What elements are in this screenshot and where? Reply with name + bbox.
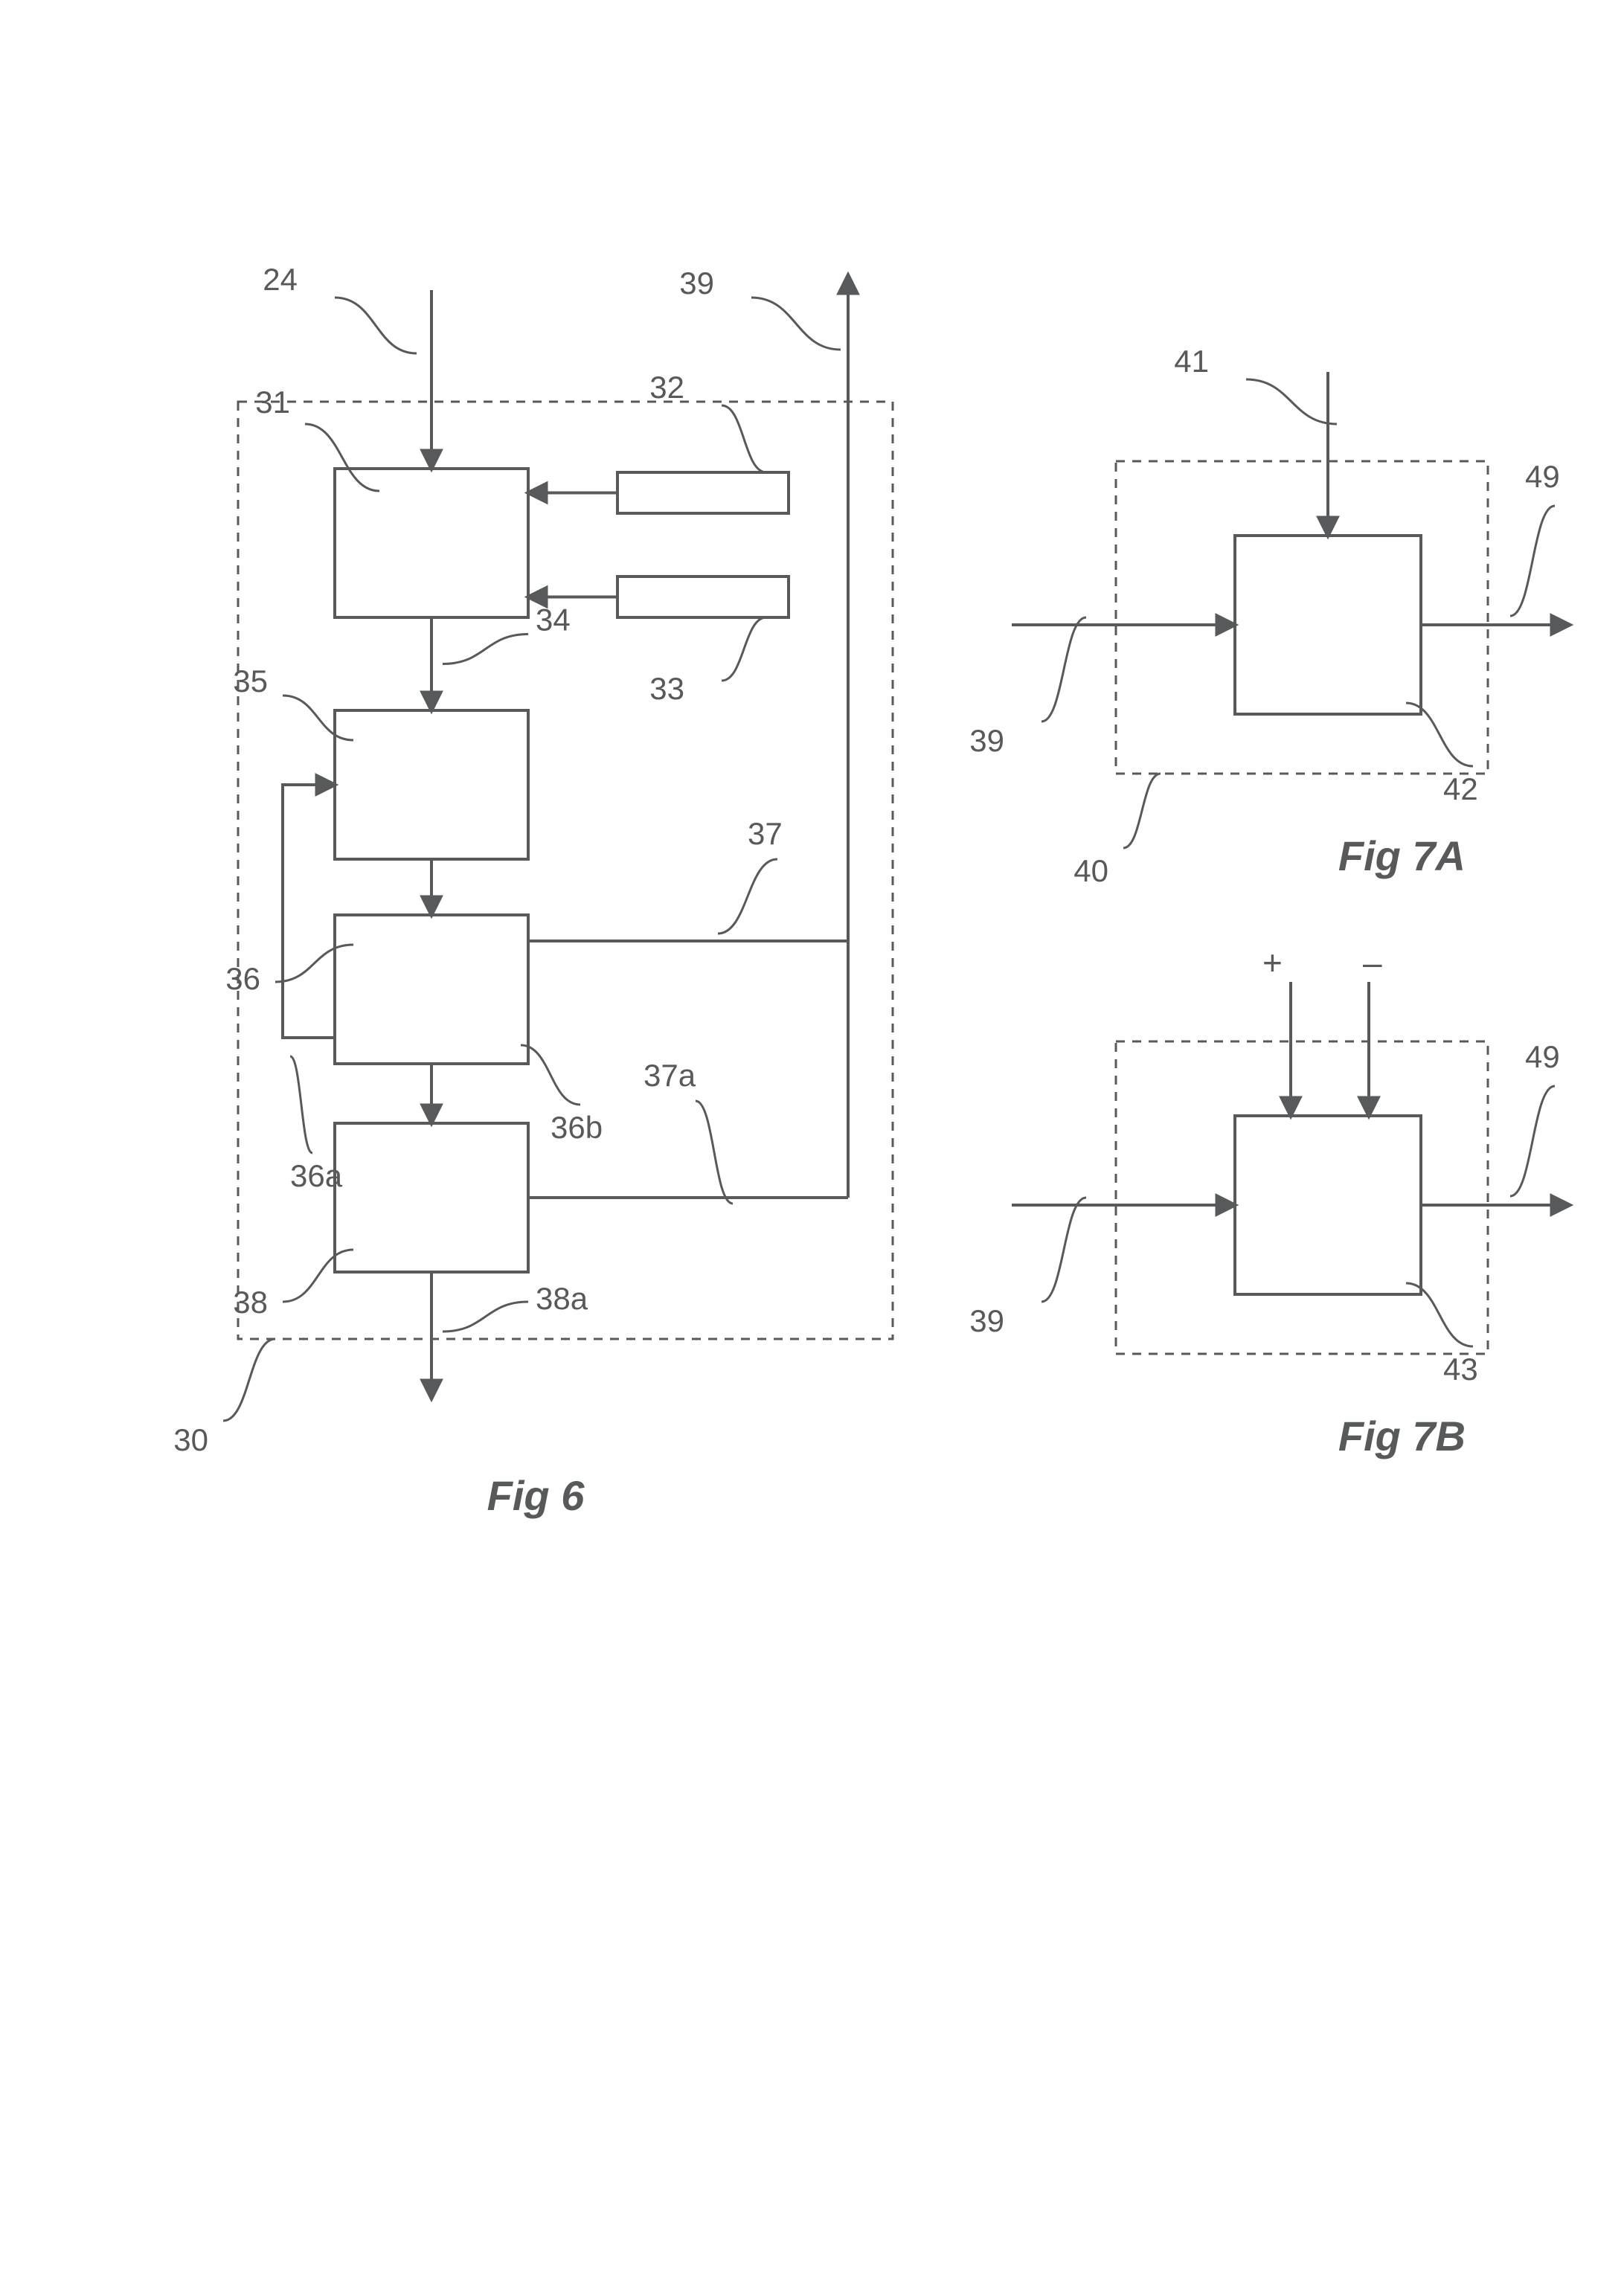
fig7b-caption: Fig 7B [1338, 1413, 1466, 1459]
label-32: 32 [649, 370, 684, 405]
label-7a-40: 40 [1073, 853, 1108, 888]
label-7b-39: 39 [969, 1303, 1004, 1338]
label-34: 34 [536, 603, 571, 637]
label-33: 33 [649, 671, 684, 706]
leader-38 [283, 1250, 353, 1302]
leader-7b-43 [1406, 1283, 1473, 1346]
block-42 [1235, 536, 1421, 714]
block-32 [617, 472, 789, 513]
leader-39 [751, 298, 841, 350]
label-plus: + [1262, 943, 1283, 982]
leader-33 [722, 617, 766, 681]
leader-7a-49 [1510, 506, 1555, 616]
label-39: 39 [679, 266, 714, 301]
label-37: 37 [748, 816, 783, 851]
label-37a: 37a [643, 1058, 696, 1093]
leader-36 [275, 945, 353, 982]
label-24: 24 [263, 262, 298, 297]
fig7a-dashed-frame [1116, 461, 1488, 774]
label-38: 38 [233, 1285, 268, 1320]
fig7b: 39 43 49 + – Fig 7B [969, 943, 1570, 1459]
block-38 [335, 1123, 528, 1272]
fig6-caption: Fig 6 [487, 1472, 585, 1519]
block-36 [335, 915, 528, 1064]
label-7a-42: 42 [1443, 771, 1478, 806]
leader-7a-40 [1123, 774, 1161, 848]
label-7b-43: 43 [1443, 1352, 1478, 1387]
fig7b-dashed-frame [1116, 1041, 1488, 1354]
block-33 [617, 576, 789, 617]
label-7b-49: 49 [1525, 1039, 1560, 1074]
label-30: 30 [173, 1422, 208, 1457]
fig7a: 39 41 42 49 40 Fig 7A [969, 344, 1570, 888]
label-38a: 38a [536, 1281, 588, 1316]
leader-37a [696, 1101, 733, 1204]
fig6: 24 31 32 33 34 35 36 36a 36b 37 37a 38 3… [173, 262, 893, 1519]
leader-7b-39 [1042, 1198, 1086, 1302]
leader-37 [718, 859, 777, 934]
fig7a-caption: Fig 7A [1338, 832, 1466, 879]
label-7a-39: 39 [969, 723, 1004, 758]
label-36: 36 [225, 961, 260, 996]
leader-7a-41 [1246, 379, 1337, 424]
label-minus: – [1363, 943, 1382, 982]
leader-35 [283, 696, 353, 740]
label-7a-49: 49 [1525, 459, 1560, 494]
leader-36a [290, 1056, 312, 1153]
label-7a-41: 41 [1174, 344, 1209, 379]
block-43 [1235, 1116, 1421, 1294]
leader-32 [722, 405, 766, 472]
leader-7a-42 [1406, 703, 1473, 766]
leader-34 [443, 635, 528, 664]
feedback-36a [283, 785, 335, 1038]
leader-31 [305, 424, 379, 491]
label-35: 35 [233, 664, 268, 698]
block-31 [335, 469, 528, 617]
diagram-canvas: 24 31 32 33 34 35 36 36a 36b 37 37a 38 3… [0, 0, 1624, 2274]
leader-7a-39 [1042, 617, 1086, 722]
leader-24 [335, 298, 417, 353]
label-36a: 36a [290, 1158, 343, 1193]
leader-7b-49 [1510, 1086, 1555, 1196]
leader-38a [443, 1302, 528, 1332]
label-31: 31 [255, 385, 290, 420]
label-36b: 36b [551, 1110, 603, 1145]
leader-30 [223, 1339, 275, 1421]
block-35 [335, 710, 528, 859]
